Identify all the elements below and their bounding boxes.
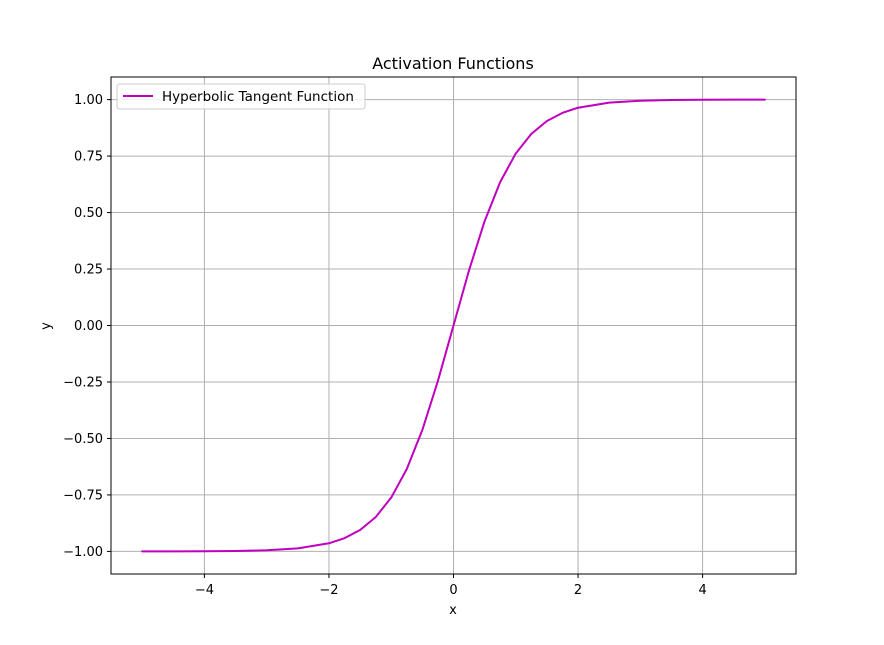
y-axis-label: y [39,322,54,330]
series-layer [141,98,766,553]
ticks: −4 −2 0 2 4 −1.00 −0.75 −0.50 −0.25 0.00 0.25 0.50 0… [63,93,707,598]
x-axis-label: x [449,603,457,618]
series-line [141,98,766,553]
y-tick-label: −0.75 [63,488,103,503]
y-tick-label: −1.00 [63,545,103,560]
y-tick-label: 1.00 [74,93,103,108]
x-tick-label: −2 [319,583,338,598]
y-tick-label: 0.50 [74,206,103,221]
x-tick-label: 4 [698,583,706,598]
y-tick-label: 0.75 [74,150,103,165]
y-tick-label: −0.25 [63,375,103,390]
y-tick-label: −0.50 [63,432,103,447]
legend: Hyperbolic Tangent Function [116,83,366,110]
legend-box [116,83,366,110]
x-tick-label: 2 [574,583,582,598]
x-tick-label: −4 [195,583,214,598]
y-tick-label: 0.25 [74,263,103,278]
chart-title: Activation Functions [372,54,534,73]
legend-label: Hyperbolic Tangent Function [162,89,354,105]
y-tick-label: 0.00 [74,319,103,334]
x-tick-label: 0 [449,583,457,598]
